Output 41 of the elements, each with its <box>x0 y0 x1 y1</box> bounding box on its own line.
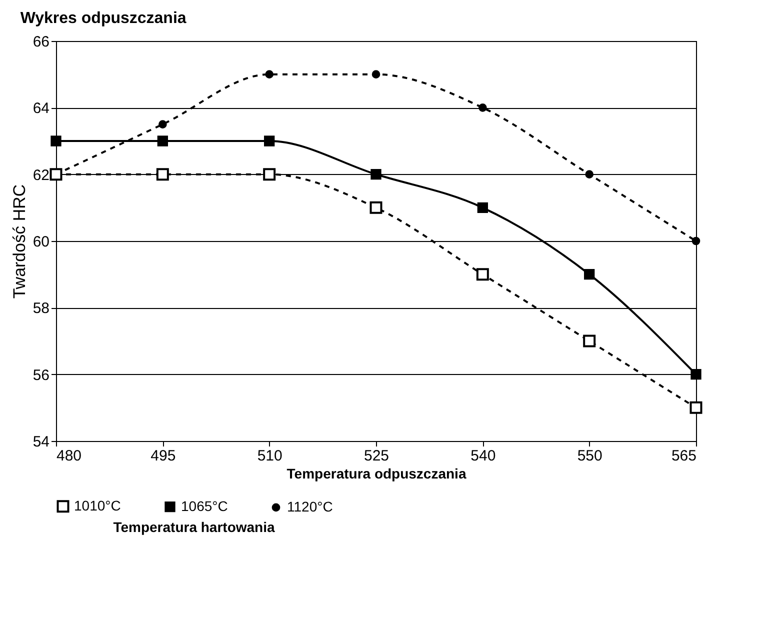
chart-title: Wykres odpuszczania <box>20 10 186 27</box>
point <box>157 136 168 146</box>
y-tick-label: 58 <box>32 300 50 318</box>
y-tick-label: 54 <box>32 434 50 450</box>
point <box>50 168 62 181</box>
x-tick-label: 495 <box>150 448 176 464</box>
point <box>585 170 594 178</box>
x-axis-title: Temperatura odpuszczania <box>286 466 466 482</box>
y-tick-label: 64 <box>32 100 50 118</box>
point <box>476 268 489 281</box>
legend-label: 1120°C <box>287 498 333 514</box>
y-tick-label: 62 <box>32 166 50 184</box>
point <box>478 104 487 112</box>
point <box>584 269 595 280</box>
point <box>370 201 382 214</box>
y-tick-label: 60 <box>32 234 50 250</box>
x-tick-label: 510 <box>257 448 282 464</box>
y-tick-label: 66 <box>32 34 50 50</box>
point <box>583 334 596 348</box>
legend-label: 1065°C <box>181 498 228 514</box>
x-tick-label: 480 <box>56 448 82 464</box>
x-tick-label: 550 <box>577 448 602 464</box>
point <box>156 168 169 181</box>
y-tick-label: 56 <box>32 366 50 384</box>
y-axis-title: Twardość HRC <box>10 184 29 299</box>
legend-label: 1010°C <box>74 497 121 514</box>
point <box>690 401 702 414</box>
legend-title: Temperatura hartowania <box>113 519 275 535</box>
point <box>370 169 382 180</box>
x-tick-label: 525 <box>364 448 390 464</box>
point <box>263 168 276 181</box>
x-tick-label: 540 <box>470 448 496 464</box>
x-tick-label: 565 <box>671 448 696 464</box>
point <box>264 136 275 146</box>
point <box>50 136 62 146</box>
point <box>690 369 702 380</box>
point <box>372 70 380 78</box>
point <box>692 236 700 246</box>
point <box>158 120 167 128</box>
point <box>265 70 274 78</box>
point <box>477 202 488 213</box>
